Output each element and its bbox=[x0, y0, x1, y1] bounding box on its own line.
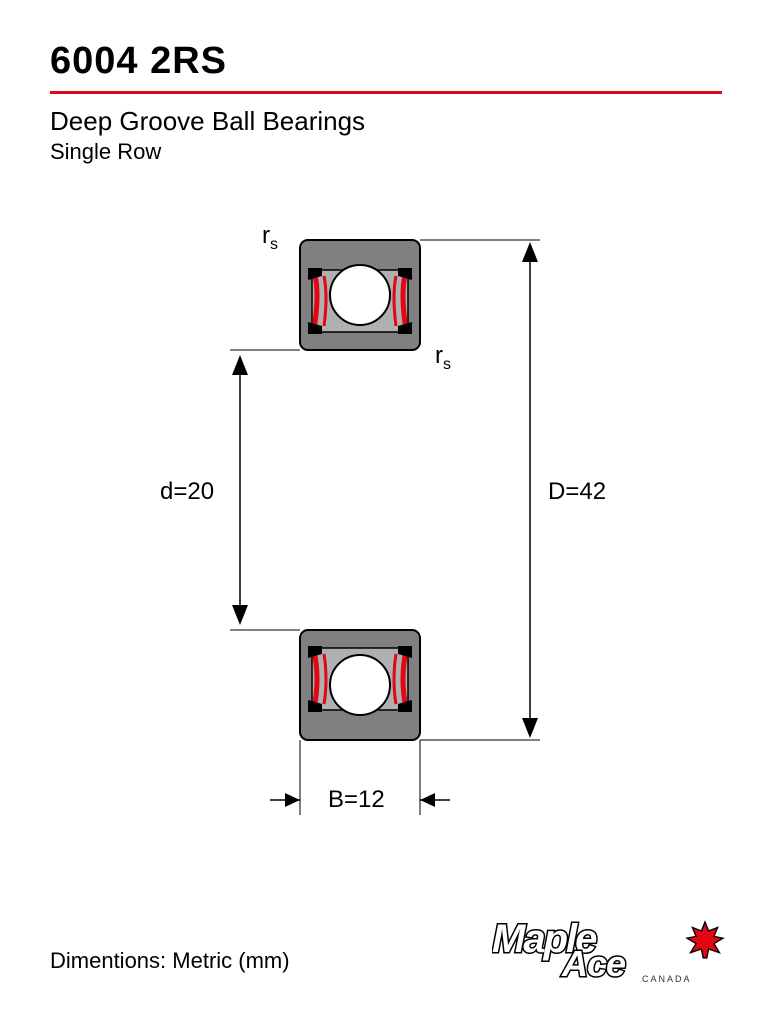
header-divider bbox=[50, 91, 722, 94]
bearing-bottom-half bbox=[300, 630, 420, 740]
product-type: Deep Groove Ball Bearings bbox=[50, 106, 722, 137]
dim-B-label: B=12 bbox=[328, 786, 385, 814]
bearing-cross-section-svg bbox=[0, 200, 772, 860]
svg-text:Ace: Ace bbox=[561, 943, 626, 984]
units-note: Dimentions: Metric (mm) bbox=[50, 948, 290, 974]
rs-label-top: rs bbox=[262, 222, 278, 254]
header-block: 6004 2RS Deep Groove Ball Bearings Singl… bbox=[0, 0, 772, 165]
dim-D-label: D=42 bbox=[548, 478, 606, 506]
brand-logo: Maple Ace CANADA bbox=[492, 904, 732, 984]
bearing-top-half bbox=[300, 240, 420, 350]
technical-diagram: rs rs d=20 D=42 B=12 bbox=[0, 200, 772, 860]
logo-country: CANADA bbox=[642, 974, 692, 984]
part-number: 6004 2RS bbox=[50, 40, 722, 83]
rs-label-bottom: rs bbox=[435, 342, 451, 374]
dim-d-label: d=20 bbox=[160, 478, 214, 506]
product-subtype: Single Row bbox=[50, 139, 722, 165]
